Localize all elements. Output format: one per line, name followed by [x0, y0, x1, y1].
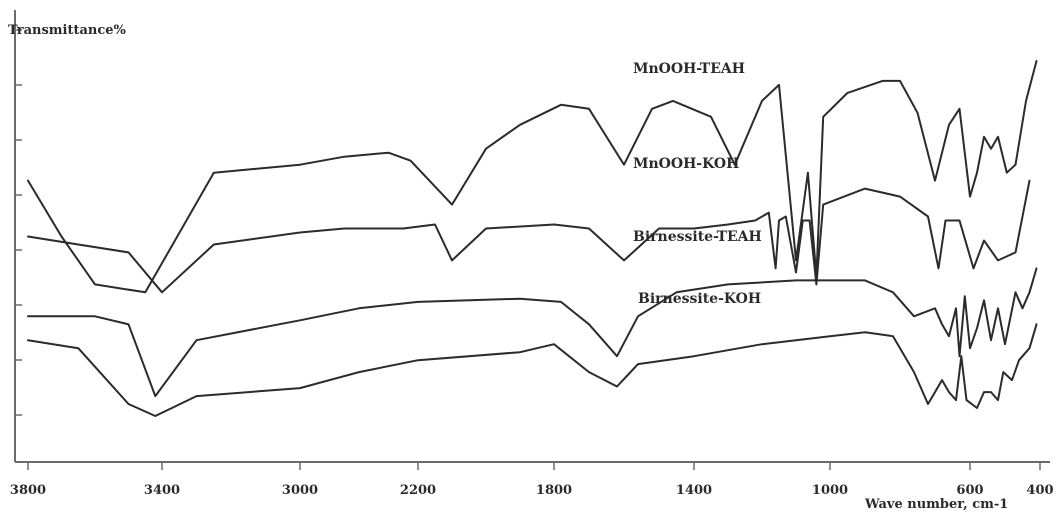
- x-tick-label: 3000: [282, 483, 318, 498]
- x-axis-title: Wave number, cm-1: [864, 497, 1008, 512]
- x-tick-label: 3400: [144, 483, 180, 498]
- series-line-birnessite-koh: [27, 323, 1038, 417]
- x-tick-label: 1000: [812, 483, 848, 498]
- series-label-birnessite-teah: Birnessite-TEAH: [633, 229, 762, 245]
- series-label-mnooh-teah: MnOOH-TEAH: [633, 61, 745, 77]
- series-label-mnooh-koh: MnOOH-KOH: [633, 156, 739, 172]
- x-tick-label: 1800: [536, 483, 572, 498]
- x-ticks: [27, 462, 1041, 470]
- series-line-birnessite-teah: [27, 267, 1038, 398]
- y-ticks: [15, 29, 22, 416]
- x-tick-label: 3800: [10, 483, 46, 498]
- y-axis-title: Transmittance%: [8, 23, 127, 38]
- x-tick-label: 2200: [400, 483, 436, 498]
- series-line-mnooh-teah: [27, 60, 1038, 294]
- x-tick-label: 1400: [676, 483, 712, 498]
- series-layer: [27, 60, 1038, 417]
- x-tick-label: 600: [956, 483, 983, 498]
- series-label-birnessite-koh: Birnessite-KOH: [638, 291, 761, 307]
- series-line-mnooh-koh: [27, 179, 1031, 294]
- x-tick-label: 400: [1026, 483, 1053, 498]
